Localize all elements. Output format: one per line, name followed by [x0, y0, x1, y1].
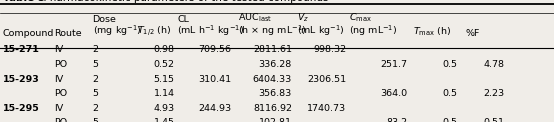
- Text: 15-293: 15-293: [3, 75, 39, 84]
- Text: PO: PO: [54, 89, 68, 98]
- Text: $V_z$: $V_z$: [297, 12, 309, 24]
- Text: (mL h$^{-1}$ kg$^{-1}$): (mL h$^{-1}$ kg$^{-1}$): [177, 24, 244, 38]
- Text: 83.2: 83.2: [386, 118, 407, 122]
- Text: 5: 5: [93, 118, 99, 122]
- Text: 5.15: 5.15: [153, 75, 175, 84]
- Text: $C_\mathregular{max}$: $C_\mathregular{max}$: [349, 12, 372, 24]
- Text: 244.93: 244.93: [198, 104, 232, 113]
- Text: IV: IV: [54, 45, 64, 54]
- Text: $T_{1/2}$ (h): $T_{1/2}$ (h): [137, 25, 171, 38]
- Text: AUC$_\mathregular{last}$: AUC$_\mathregular{last}$: [238, 12, 272, 24]
- Text: 0.51: 0.51: [483, 118, 504, 122]
- Text: 2: 2: [93, 75, 99, 84]
- Text: 6404.33: 6404.33: [253, 75, 292, 84]
- Text: Compound: Compound: [3, 29, 54, 38]
- Text: (mL kg$^{-1}$): (mL kg$^{-1}$): [297, 24, 345, 38]
- Text: CL: CL: [177, 15, 189, 24]
- Text: 8116.92: 8116.92: [253, 104, 292, 113]
- Text: 102.81: 102.81: [259, 118, 292, 122]
- Text: 1.14: 1.14: [153, 89, 175, 98]
- Text: 709.56: 709.56: [198, 45, 232, 54]
- Text: PO: PO: [54, 60, 68, 69]
- Text: 15-295: 15-295: [3, 104, 39, 113]
- Text: 2: 2: [93, 104, 99, 113]
- Text: (mg kg$^{-1}$): (mg kg$^{-1}$): [93, 24, 141, 38]
- Text: 310.41: 310.41: [198, 75, 232, 84]
- Text: 0.5: 0.5: [443, 60, 458, 69]
- Text: Pharmacokinetic parameters of the tested compounds: Pharmacokinetic parameters of the tested…: [37, 0, 329, 3]
- Text: 5: 5: [93, 60, 99, 69]
- Text: 2306.51: 2306.51: [307, 75, 346, 84]
- Text: 0.5: 0.5: [443, 118, 458, 122]
- Text: 4.93: 4.93: [153, 104, 175, 113]
- Text: 336.28: 336.28: [259, 60, 292, 69]
- Text: 4.78: 4.78: [483, 60, 504, 69]
- Text: IV: IV: [54, 75, 64, 84]
- Text: 2.23: 2.23: [483, 89, 504, 98]
- Text: 998.32: 998.32: [313, 45, 346, 54]
- Text: 251.7: 251.7: [380, 60, 407, 69]
- Text: IV: IV: [54, 104, 64, 113]
- Text: (h × ng mL$^{-1}$): (h × ng mL$^{-1}$): [238, 24, 306, 38]
- Text: 364.0: 364.0: [380, 89, 407, 98]
- Text: PO: PO: [54, 118, 68, 122]
- Text: %F: %F: [465, 29, 480, 38]
- Text: 15-271: 15-271: [3, 45, 40, 54]
- Text: 1.45: 1.45: [153, 118, 175, 122]
- Text: 0.98: 0.98: [153, 45, 175, 54]
- Text: Dose: Dose: [93, 15, 116, 24]
- Text: Route: Route: [54, 29, 82, 38]
- Text: Table 5: Table 5: [3, 0, 45, 3]
- Text: 356.83: 356.83: [259, 89, 292, 98]
- Text: 1740.73: 1740.73: [307, 104, 346, 113]
- Text: 0.52: 0.52: [153, 60, 175, 69]
- Text: $T_\mathregular{max}$ (h): $T_\mathregular{max}$ (h): [413, 26, 451, 38]
- Text: 5: 5: [93, 89, 99, 98]
- Text: (ng mL$^{-1}$): (ng mL$^{-1}$): [349, 24, 397, 38]
- Text: 2811.61: 2811.61: [253, 45, 292, 54]
- Text: 2: 2: [93, 45, 99, 54]
- Text: 0.5: 0.5: [443, 89, 458, 98]
